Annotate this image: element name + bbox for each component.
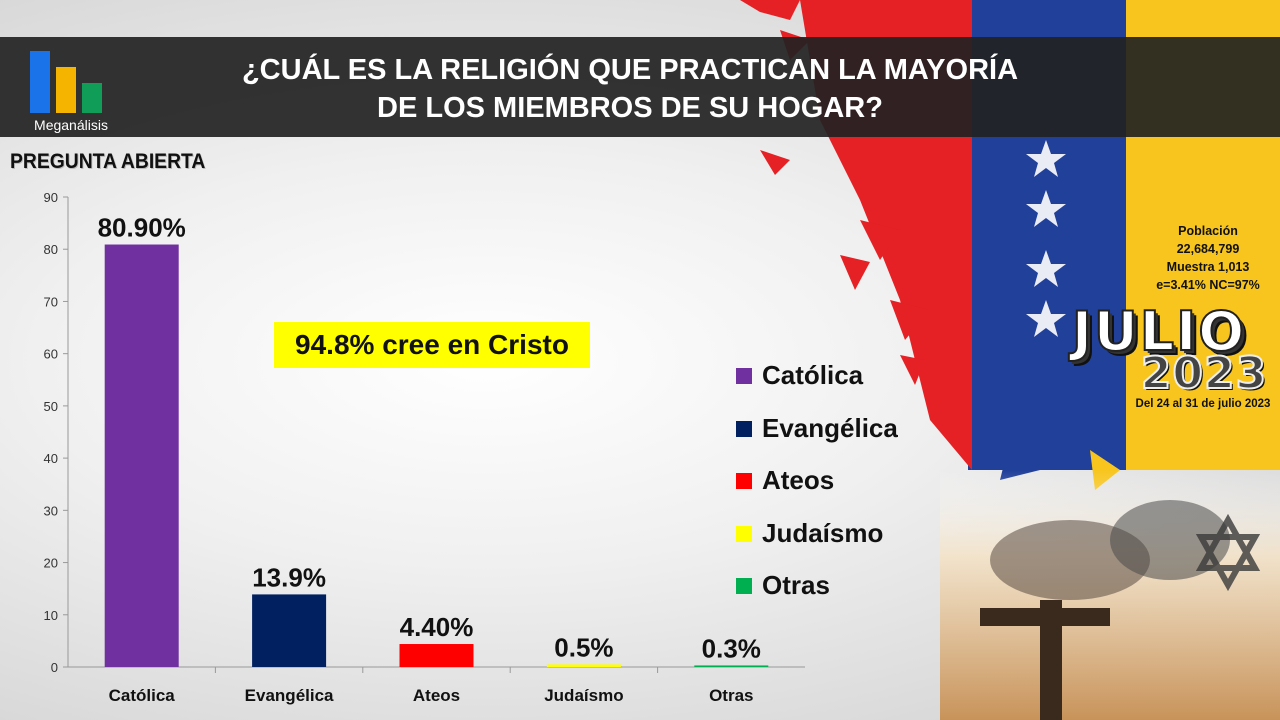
meganalisis-logo: Meganálisis — [26, 51, 116, 133]
info-line-1: Población — [1178, 224, 1238, 238]
info-line-3: Muestra 1,013 — [1166, 260, 1250, 274]
y-tick-label: 40 — [44, 451, 58, 466]
period-label: Del 24 al 31 de julio 2023 — [1135, 398, 1271, 410]
title-line-2: DE LOS MIEMBROS DE SU HOGAR? — [377, 92, 883, 124]
info-line-4: e=3.41% NC=97% — [1156, 278, 1260, 292]
x-tick-label: Católica — [109, 686, 176, 705]
cristo-callout: 94.8% cree en Cristo — [274, 322, 590, 368]
y-tick-label: 60 — [44, 347, 58, 362]
y-tick-label: 70 — [44, 294, 58, 309]
y-tick-label: 0 — [51, 660, 58, 675]
legend-swatch — [736, 368, 752, 384]
bar-católica — [104, 244, 179, 667]
legend-label: Ateos — [762, 465, 835, 495]
x-tick-label: Ateos — [413, 686, 460, 705]
sample-info: Población 22,684,799 Muestra 1,013 e=3.4… — [1136, 222, 1280, 294]
data-label: 0.3% — [702, 633, 761, 663]
legend-label: Judaísmo — [762, 517, 884, 548]
info-line-2: 22,684,799 — [1176, 242, 1240, 256]
y-tick-label: 90 — [44, 190, 58, 205]
logo-bars-icon — [30, 51, 110, 113]
data-label: 80.90% — [98, 213, 186, 243]
legend-label: Católica — [762, 360, 864, 390]
bar-judaísmo — [546, 664, 621, 667]
title-line-1: ¿CUÁL ES LA RELIGIÓN QUE PRACTICAN LA MA… — [241, 54, 1019, 86]
religion-bar-chart: 0 10 20 30 40 50 60 70 80 90 80.90% Católica 13.9% Ev… — [44, 190, 805, 705]
legend-swatch — [736, 473, 752, 489]
question-type-label: PREGUNTA ABIERTA — [10, 150, 206, 173]
bar-otras — [694, 665, 769, 667]
x-tick-label: Evangélica — [245, 686, 334, 705]
legend-swatch — [736, 420, 752, 437]
legend-label: Otras — [762, 570, 830, 600]
legend-label: Evangélica — [762, 412, 898, 443]
title-bar: Meganálisis ¿CUÁL ES LA RELIGIÓN QUE PRA… — [0, 37, 1280, 137]
page-title: ¿CUÁL ES LA RELIGIÓN QUE PRACTICAN LA MA… — [170, 51, 1090, 127]
legend-swatch — [736, 525, 752, 542]
y-tick-label: 20 — [44, 556, 58, 571]
bar-ateos — [399, 644, 474, 667]
y-tick-label: 30 — [44, 503, 58, 518]
year-label: 2023 — [1140, 347, 1268, 400]
x-tick-label: Judaísmo — [544, 686, 623, 705]
y-tick-label: 80 — [44, 242, 58, 257]
data-label: 4.40% — [400, 612, 474, 642]
y-tick-label: 10 — [44, 608, 58, 623]
bar-evangélica — [252, 594, 327, 667]
data-label: 0.5% — [554, 632, 613, 662]
legend-swatch — [736, 578, 752, 594]
x-tick-label: Otras — [709, 686, 753, 705]
logo-text: Meganálisis — [34, 117, 108, 133]
y-tick-label: 50 — [44, 399, 58, 414]
data-label: 13.9% — [252, 562, 326, 592]
month-label: JULIO — [1071, 299, 1247, 364]
